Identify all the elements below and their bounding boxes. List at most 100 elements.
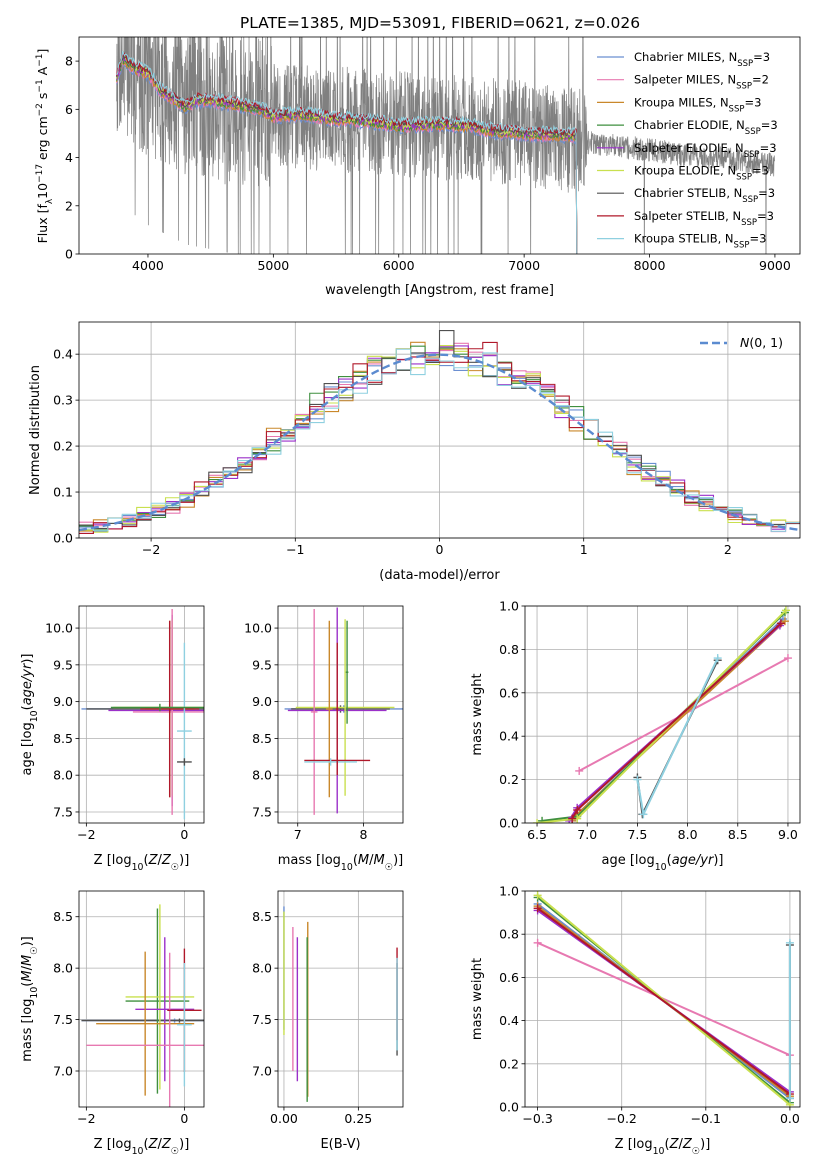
label-part: −1 — [35, 54, 45, 67]
legend-label-value: =3 — [752, 164, 769, 178]
model-spectrum-line — [116, 61, 578, 254]
y-tick-label: 0.1 — [53, 485, 73, 500]
y-tick-label: 8.0 — [252, 768, 272, 783]
y-tick-label: 0.2 — [499, 1056, 519, 1071]
x-tick-label: 0.00 — [270, 1111, 298, 1126]
label-part: )] — [20, 936, 35, 946]
label-part: ( — [20, 705, 35, 710]
legend-symbol: N — [740, 335, 750, 350]
y-tick-label: 0.2 — [53, 439, 73, 454]
label-part: ] — [35, 49, 50, 54]
label-part: ( — [667, 853, 672, 868]
y-tick-label: 0.8 — [499, 642, 519, 657]
legend-label: Chabrier ELODIE, NSSP=3 — [634, 118, 778, 137]
y-tick-label: 10.0 — [45, 621, 73, 636]
x-tick-label: 6.5 — [527, 827, 547, 842]
y-tick-label: 0.8 — [499, 927, 519, 942]
legend-label: Chabrier MILES, NSSP=3 — [634, 50, 770, 69]
x-tick-label: 7.0 — [577, 827, 597, 842]
label-part: Z — [148, 853, 159, 868]
y-tick-label: 9.0 — [252, 694, 272, 709]
x-tick-label: 7.5 — [627, 827, 647, 842]
y-tick-label: 0.4 — [499, 1013, 519, 1028]
legend-label: Kroupa ELODIE, NSSP=3 — [634, 164, 769, 183]
y-tick-label: 0.4 — [53, 347, 73, 362]
legend-label: Kroupa MILES, NSSP=3 — [634, 95, 761, 114]
x-tick-label: 0 — [436, 542, 444, 557]
axes-frame — [524, 890, 801, 1108]
y-axis-label: mass [log10(M/M☉)] — [20, 936, 40, 1062]
x-axis-label: Z [log10(Z/Z☉)] — [94, 853, 190, 873]
label-part: ( — [665, 1137, 670, 1152]
x-tick-label: 8.5 — [728, 827, 748, 842]
model-spectrum-line — [116, 50, 578, 254]
observed-spectrum-line — [116, 37, 776, 254]
y-tick-label: 4 — [65, 150, 73, 165]
label-part: 10 — [29, 710, 40, 722]
x-tick-label: 0.0 — [780, 1111, 800, 1126]
x-tick-label: −2 — [77, 827, 95, 842]
y-tick-label: 1.0 — [499, 884, 519, 899]
massweight-vs-age-panel: 6.5 7.0 7.5 8.0 8.5 9.0 0.0 0.2 0.4 0.6 0.8 1.0 age … — [470, 599, 801, 873]
legend-label-sub: SSP — [736, 82, 752, 92]
legend-label: Chabrier STELIB, NSSP=3 — [634, 186, 775, 205]
axes-frame — [78, 36, 801, 255]
label-part: / — [678, 1137, 683, 1152]
x-axis-label: Z [log10(Z/Z☉)] — [94, 1137, 190, 1157]
legend-label-sub: SSP — [741, 218, 757, 228]
y-tick-label: 1.0 — [499, 599, 519, 614]
label-part: M — [358, 853, 369, 868]
label-part: / — [369, 853, 374, 868]
y-tick-label: 8.5 — [252, 731, 272, 746]
y-tick-label: 8.5 — [53, 909, 73, 924]
figure-title: PLATE=1385, MJD=53091, FIBERID=0621, z=0… — [240, 14, 640, 32]
y-axis-label: mass weight — [470, 958, 485, 1040]
x-axis-label: Z [log10(Z/Z☉)] — [615, 1137, 711, 1157]
label-part: ( — [144, 1137, 149, 1152]
axes-frame — [78, 890, 205, 1108]
x-axis-label: age [log10(age/yr)] — [601, 853, 723, 873]
legend-label-text: Salpeter ELODIE, N — [634, 141, 744, 155]
y-tick-label: 0.0 — [499, 816, 519, 831]
legend-label-sub: SSP — [729, 104, 745, 114]
x-tick-label: 5000 — [257, 258, 289, 273]
age-vs-metallicity-panel: −2 07.58.08.59.09.510.0Z [log10(Z/Z☉)]age… — [20, 605, 205, 873]
label-part: )] — [179, 1137, 189, 1152]
legend-label-value: =3 — [749, 232, 766, 246]
y-tick-label: 0.0 — [53, 531, 73, 546]
y-axis-label: Flux [fλ10−17 erg cm−2 s−1 A−1] — [35, 49, 55, 244]
x-axis-label: mass [log10(M/M☉)] — [278, 853, 404, 873]
x-tick-label: 7 — [294, 827, 302, 842]
label-part: ☉ — [171, 862, 179, 873]
y-tick-label: 8.0 — [53, 768, 73, 783]
label-part: age/yr — [672, 853, 715, 868]
y-tick-label: 7.5 — [53, 1012, 73, 1027]
y-tick-label: 0.2 — [499, 772, 519, 787]
y-tick-label: 10.0 — [244, 621, 272, 636]
label-part: age [log — [601, 853, 654, 868]
y-tick-label: 0.6 — [499, 685, 519, 700]
legend-label-sub: SSP — [745, 127, 761, 137]
x-tick-label: 0 — [180, 827, 188, 842]
legend-label-sub: SSP — [736, 173, 752, 183]
x-tick-label: 9.0 — [778, 827, 798, 842]
y-tick-label: 0.0 — [499, 1100, 519, 1115]
label-part: ( — [20, 982, 35, 987]
label-part: 10 — [655, 862, 667, 873]
label-part: 10 — [35, 183, 50, 199]
y-tick-label: 8.5 — [53, 731, 73, 746]
plot-area — [116, 37, 776, 254]
y-tick-label: 7.5 — [252, 804, 272, 819]
label-part: Z [log — [94, 1137, 132, 1152]
y-tick-label: 9.0 — [53, 694, 73, 709]
label-part: )] — [393, 853, 403, 868]
label-part: 10 — [341, 862, 353, 873]
axes-frame — [277, 890, 404, 1108]
label-part: mass weight — [470, 673, 485, 755]
mass-vs-extinction-panel: 0.00 0.25 7.0 7.5 8.0 8.5 E(B-V) — [252, 890, 404, 1152]
legend-label: N(0, 1) — [740, 335, 783, 350]
label-part: / — [20, 965, 35, 970]
y-axis-label: Normed distribution — [28, 365, 43, 495]
